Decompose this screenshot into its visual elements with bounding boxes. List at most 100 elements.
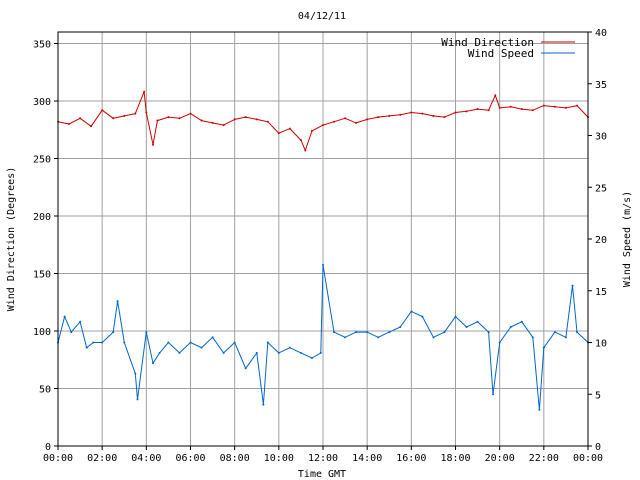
- y-left-tick-label: 350: [33, 40, 51, 51]
- data-point-wind-speed: [538, 408, 541, 411]
- data-point-wind-direction: [211, 121, 214, 124]
- y-right-tick-label: 15: [595, 287, 607, 298]
- data-point-wind-speed: [509, 325, 512, 328]
- data-point-wind-direction: [310, 129, 313, 132]
- data-point-wind-speed: [454, 315, 457, 318]
- data-point-wind-speed: [322, 263, 324, 266]
- data-point-wind-direction: [494, 94, 497, 97]
- data-point-wind-direction: [266, 120, 269, 123]
- y-right-tick-label: 20: [595, 235, 607, 246]
- x-axis-label: Time GMT: [298, 469, 346, 480]
- y-right-tick-labels: 0 5 10 15 20 25 30 35 40: [595, 28, 607, 453]
- data-point-wind-direction: [304, 149, 307, 152]
- y-right-tick-label: 35: [595, 80, 607, 91]
- data-point-wind-direction: [333, 120, 336, 123]
- data-point-wind-speed: [116, 300, 119, 303]
- data-point-wind-speed: [222, 351, 225, 354]
- data-point-wind-speed: [70, 331, 73, 334]
- data-point-wind-direction: [344, 117, 347, 120]
- data-point-wind-direction: [244, 116, 247, 119]
- data-point-wind-direction: [123, 114, 126, 117]
- data-point-wind-speed: [123, 341, 126, 344]
- x-tick-label: 12:00: [308, 453, 338, 464]
- data-point-wind-speed: [233, 341, 236, 344]
- data-point-wind-direction: [399, 113, 402, 116]
- data-point-wind-speed: [244, 367, 247, 370]
- x-tick-labels: 00:00 02:00 04:00 06:00 08:00 10:00 12:00 14:00…: [43, 453, 603, 464]
- data-point-wind-speed: [571, 284, 574, 287]
- x-tick-label: 00:00: [43, 453, 73, 464]
- data-point-wind-direction: [143, 90, 146, 93]
- data-point-wind-speed: [63, 315, 66, 318]
- y-right-tick-label: 25: [595, 183, 607, 194]
- data-point-wind-speed: [262, 403, 265, 406]
- legend-label-wind-direction: Wind Direction: [441, 36, 534, 49]
- data-point-wind-speed: [553, 331, 556, 334]
- data-point-wind-speed: [310, 357, 313, 360]
- data-point-wind-speed: [200, 346, 203, 349]
- data-point-wind-direction: [509, 105, 512, 108]
- y-left-tick-label: 300: [33, 97, 51, 108]
- chart-title: 04/12/11: [298, 11, 346, 22]
- data-point-wind-direction: [564, 106, 567, 109]
- data-point-wind-speed: [388, 331, 391, 334]
- data-point-wind-direction: [167, 116, 170, 119]
- data-point-wind-direction: [189, 112, 192, 115]
- data-point-wind-direction: [553, 105, 556, 108]
- data-point-wind-direction: [377, 116, 380, 119]
- data-point-wind-speed: [288, 346, 291, 349]
- y-left-tick-label: 100: [33, 327, 51, 338]
- x-tick-label: 08:00: [220, 453, 250, 464]
- tick-marks: [54, 31, 592, 450]
- data-point-wind-direction: [222, 124, 225, 127]
- legend-label-wind-speed: Wind Speed: [468, 47, 534, 60]
- data-point-wind-direction: [531, 109, 534, 112]
- data-point-wind-speed: [112, 331, 115, 334]
- data-point-wind-speed: [432, 336, 435, 339]
- y-left-tick-label: 0: [45, 442, 51, 453]
- data-point-wind-speed: [564, 336, 567, 339]
- y-left-axis-label: Wind Direction (Degrees): [6, 167, 17, 312]
- y-left-tick-label: 150: [33, 270, 51, 281]
- data-point-wind-direction: [134, 112, 137, 115]
- data-point-wind-direction: [454, 111, 457, 114]
- data-point-wind-direction: [68, 123, 71, 125]
- data-point-wind-direction: [233, 118, 236, 121]
- data-point-wind-direction: [151, 143, 154, 146]
- x-tick-label: 02:00: [87, 453, 117, 464]
- x-tick-label: 10:00: [264, 453, 294, 464]
- data-point-wind-direction: [90, 125, 93, 128]
- legend: Wind Direction Wind Speed: [441, 36, 575, 60]
- data-point-wind-speed: [145, 331, 148, 334]
- x-tick-label: 20:00: [485, 453, 515, 464]
- data-point-wind-direction: [520, 108, 523, 111]
- data-point-wind-direction: [410, 111, 413, 114]
- data-point-wind-direction: [299, 139, 302, 142]
- y-left-tick-label: 200: [33, 212, 51, 223]
- data-point-wind-speed: [151, 362, 154, 365]
- data-point-wind-direction: [487, 109, 490, 112]
- y-right-tick-label: 40: [595, 28, 607, 39]
- data-point-wind-speed: [542, 346, 545, 349]
- data-point-wind-speed: [266, 341, 269, 344]
- data-point-wind-direction: [79, 117, 82, 120]
- data-point-wind-speed: [319, 351, 322, 354]
- data-point-wind-speed: [575, 331, 578, 334]
- data-point-wind-direction: [421, 112, 424, 115]
- y-right-tick-label: 5: [595, 390, 601, 401]
- data-point-wind-direction: [156, 119, 159, 122]
- x-tick-label: 16:00: [396, 453, 426, 464]
- data-point-wind-direction: [465, 110, 468, 113]
- data-point-wind-direction: [432, 114, 435, 117]
- data-point-wind-speed: [211, 336, 214, 339]
- data-point-wind-speed: [85, 346, 88, 349]
- data-point-wind-direction: [288, 127, 291, 130]
- data-point-wind-speed: [520, 320, 523, 323]
- data-point-wind-direction: [498, 106, 501, 109]
- data-point-wind-direction: [443, 116, 446, 119]
- data-point-wind-speed: [366, 331, 369, 334]
- data-point-wind-speed: [158, 351, 161, 354]
- data-point-wind-direction: [575, 104, 578, 107]
- data-point-wind-speed: [410, 310, 413, 313]
